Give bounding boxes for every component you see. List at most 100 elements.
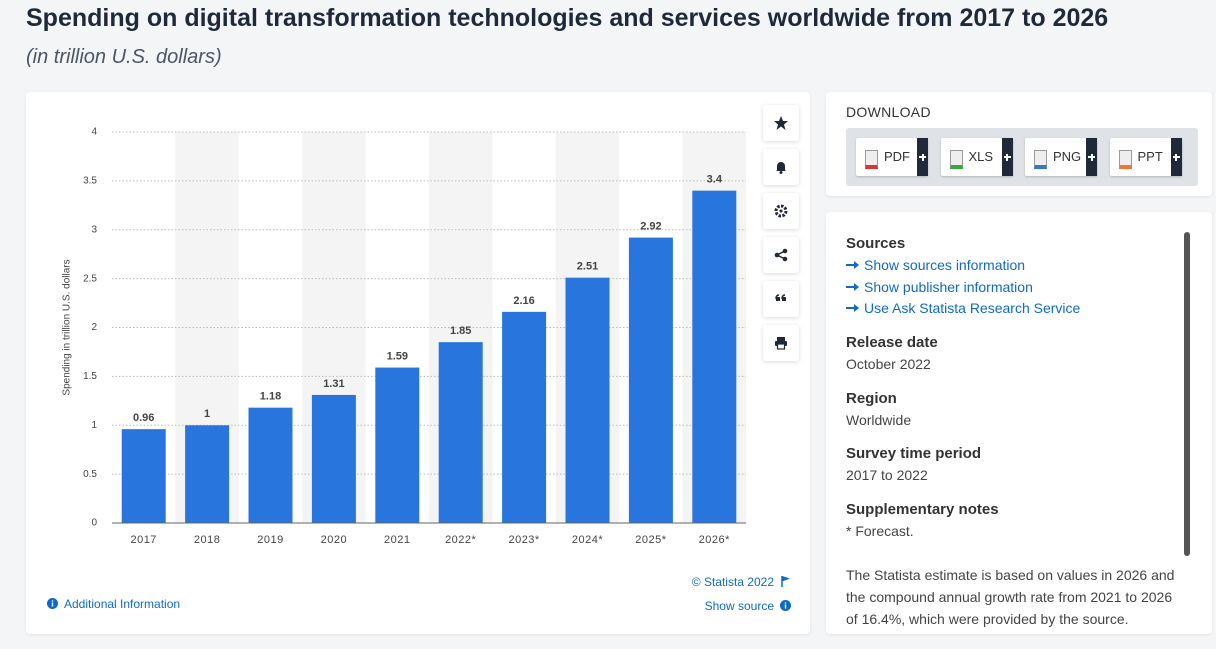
page-title: Spending on digital transformation techn… <box>26 4 1109 32</box>
x-tick-label: 2018 <box>194 534 220 546</box>
data-label: 1.59 <box>387 350 408 362</box>
download-button[interactable]: PPT <box>1109 138 1182 176</box>
chart: 0 0.5 1 1.5 2 2.5 3 3.5 4 Spending in trillion U.… <box>62 127 746 546</box>
y-tick-label: 3.5 <box>83 176 97 187</box>
x-tick-label: 2022* <box>445 534 476 546</box>
sources-heading: Sources <box>846 235 906 252</box>
y-tick-label: 2 <box>91 322 97 333</box>
y-tick-label: 2.5 <box>83 273 97 284</box>
data-label: 2.16 <box>513 295 534 307</box>
bar <box>121 429 166 523</box>
section-text: 2017 to 2022 <box>846 467 928 483</box>
download-bar: PDF XLS PNG PPT <box>846 128 1198 186</box>
download-button[interactable]: XLS <box>940 138 1013 176</box>
bar <box>185 425 230 523</box>
cite-button[interactable] <box>763 281 799 317</box>
download-button[interactable]: PNG <box>1025 138 1097 176</box>
download-title: DOWNLOAD <box>846 104 931 120</box>
arrow-icon <box>846 307 856 309</box>
format-label: XLS <box>968 149 994 164</box>
y-axis-label: Spending in trillion U.S. dollars <box>62 259 73 395</box>
format-label: PPT <box>1137 149 1163 164</box>
bar <box>502 311 547 523</box>
plus <box>1001 138 1013 176</box>
data-label: 2.92 <box>640 220 661 232</box>
file-icon <box>865 150 878 169</box>
arrow-head <box>854 304 859 312</box>
arrow-head <box>854 282 859 291</box>
additional-info-link[interactable]: Additional Information <box>64 597 181 611</box>
info-icon <box>780 600 791 611</box>
print-button[interactable] <box>763 325 799 361</box>
link-text: Show sources information <box>864 257 1026 273</box>
x-tick-label: 2020 <box>321 534 347 546</box>
section-heading: Region <box>846 390 897 407</box>
format-label: PDF <box>884 149 910 164</box>
file-icon <box>1034 150 1047 169</box>
share-button[interactable] <box>763 237 799 273</box>
plus-v <box>921 153 924 161</box>
x-tick-label: 2017 <box>130 534 156 546</box>
favorite-button[interactable] <box>763 105 799 141</box>
info-icon <box>47 598 58 609</box>
flag-icon <box>781 576 790 587</box>
scrollbar[interactable] <box>1184 232 1190 556</box>
plus-v <box>1090 153 1093 161</box>
download-card: DOWNLOAD PDF XLS PNG PPT <box>826 92 1212 196</box>
y-tick-label: 3 <box>91 224 97 235</box>
format-label: PNG <box>1053 149 1082 164</box>
section-text: October 2022 <box>846 356 931 372</box>
data-label: 1.85 <box>450 325 471 337</box>
arrow-icon <box>846 264 856 266</box>
y-tick-label: 0 <box>91 518 97 529</box>
section-text: Worldwide <box>846 412 912 428</box>
chart-card: 0 0.5 1 1.5 2 2.5 3 3.5 4 Spending in trillion U.… <box>26 92 810 634</box>
x-tick-label: 2024* <box>572 534 603 546</box>
section-heading: Supplementary notes <box>846 501 999 518</box>
data-label: 1.18 <box>260 391 281 403</box>
data-label: 2.51 <box>577 261 598 273</box>
note: The Statista estimate is based on values… <box>846 567 1175 627</box>
file-icon <box>949 150 963 169</box>
plus <box>1170 138 1182 176</box>
bar <box>438 342 483 523</box>
info-card: Sources Show sources information Show pub… <box>826 212 1212 634</box>
link-text: Use Ask Statista Research Service <box>864 300 1081 316</box>
x-tick-label: 2025* <box>635 534 666 546</box>
y-tick-label: 1.5 <box>83 371 97 382</box>
x-tick-label: 2026* <box>699 534 730 546</box>
section-heading: Survey time period <box>846 445 982 462</box>
x-tick-label: 2021 <box>384 534 410 546</box>
bar <box>692 190 737 523</box>
data-label: 0.96 <box>133 412 154 424</box>
source-link[interactable]: Show publisher information <box>846 279 1033 295</box>
bar <box>628 237 673 523</box>
arrow-head <box>854 261 859 269</box>
copyright[interactable]: © Statista 2022 <box>691 575 774 589</box>
show-source-link[interactable]: Show source <box>704 599 774 613</box>
x-tick-label: 2019 <box>257 534 283 546</box>
download-button[interactable]: PDF <box>856 138 928 176</box>
notify-button[interactable] <box>763 149 799 185</box>
section-text: * Forecast. <box>846 523 914 539</box>
data-label: 1 <box>204 408 210 420</box>
data-label: 1.31 <box>323 378 344 390</box>
x-tick-label: 2023* <box>508 534 539 546</box>
source-link[interactable]: Show sources information <box>846 257 1025 273</box>
bar <box>565 277 610 523</box>
plus-v <box>1175 153 1177 161</box>
plus <box>917 138 928 176</box>
y-tick-label: 1 <box>91 420 97 431</box>
y-tick-label: 4 <box>91 127 97 138</box>
data-label: 3.4 <box>707 174 723 186</box>
bar <box>311 394 356 523</box>
section-heading: Release date <box>846 334 938 351</box>
file-icon <box>1118 150 1132 169</box>
settings-button[interactable] <box>763 193 799 229</box>
bar <box>375 367 420 523</box>
link-text: Show publisher information <box>864 278 1033 295</box>
plus-v <box>1006 153 1008 161</box>
source-link[interactable]: Use Ask Statista Research Service <box>846 300 1080 316</box>
bar <box>248 407 293 523</box>
